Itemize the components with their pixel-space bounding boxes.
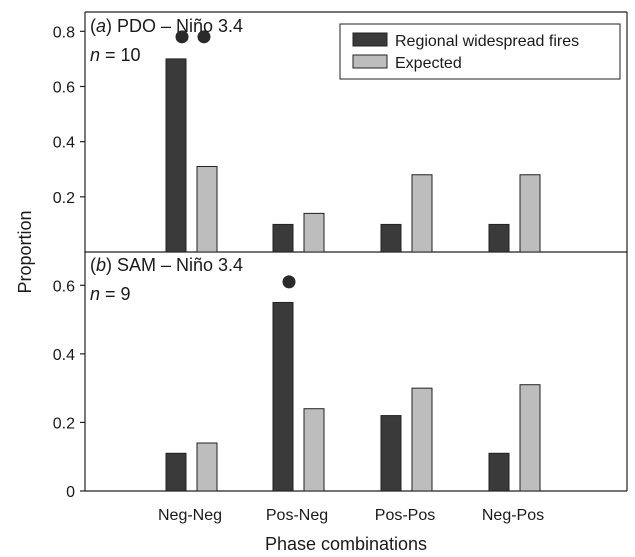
bar-regional-fires (165, 58, 187, 253)
bar-regional-fires (380, 223, 402, 253)
bar-expected (519, 174, 541, 253)
y-tick-label: 0.6 (53, 79, 75, 96)
y-tick-label: 0.2 (53, 415, 75, 432)
bar-expected (196, 165, 218, 253)
x-tick-labels: Neg-Neg Pos-Neg Pos-Pos Neg-Pos (158, 507, 544, 524)
legend-label: Expected (395, 55, 462, 72)
y-tick-label: 0.4 (53, 347, 75, 364)
bar-regional-fires (488, 223, 510, 253)
bar-regional-fires (165, 452, 187, 492)
legend: Regional widespread fires Expected (339, 23, 621, 80)
bar-expected (303, 408, 325, 492)
panel-a: 0.2 0.4 0.6 0.8 (a) PDO – Niño 3.4 n = 10 (53, 11, 628, 253)
x-tick-label: Neg-Neg (158, 507, 222, 524)
y-tick-label: 0 (66, 484, 75, 501)
panel-title: (b) SAM – Niño 3.4 (90, 255, 243, 275)
panel-title: (a) PDO – Niño 3.4 (90, 16, 243, 36)
bar-expected (411, 387, 433, 492)
legend-label: Regional widespread fires (395, 33, 579, 50)
sample-size-label: n = 10 (90, 45, 141, 65)
bar-expected (303, 212, 325, 253)
y-tick-label: 0.2 (53, 190, 75, 207)
x-axis-title: Phase combinations (265, 534, 427, 554)
bar-regional-fires (488, 452, 510, 492)
y-tick-label: 0.6 (53, 278, 75, 295)
sample-size-label: n = 9 (90, 284, 131, 304)
x-tick-label: Neg-Pos (482, 507, 544, 524)
legend-swatch (352, 54, 388, 69)
significance-marker (175, 30, 189, 44)
panel-b: 0 0.2 0.4 0.6 (b) SAM – Niño 3.4 n = 9 (53, 251, 628, 501)
x-tick-label: Pos-Pos (375, 507, 435, 524)
y-axis-title: Proportion (15, 210, 35, 293)
bar-regional-fires (272, 301, 294, 492)
y-tick-label: 0.8 (53, 24, 75, 41)
significance-marker (282, 275, 296, 289)
legend-swatch (352, 32, 388, 47)
bar-expected (411, 174, 433, 253)
bar-regional-fires (380, 415, 402, 492)
bar-expected (519, 384, 541, 492)
bar-regional-fires (272, 223, 294, 253)
y-tick-label: 0.4 (53, 135, 75, 152)
x-tick-label: Pos-Neg (266, 507, 328, 524)
bar-expected (196, 442, 218, 492)
significance-marker (197, 30, 211, 44)
